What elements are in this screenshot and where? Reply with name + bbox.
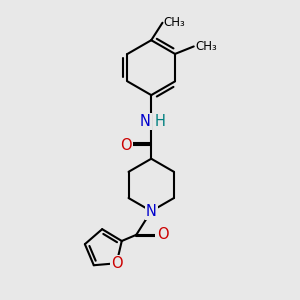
Text: N: N <box>146 204 157 219</box>
Text: CH₃: CH₃ <box>164 16 185 29</box>
Text: O: O <box>111 256 122 271</box>
Text: O: O <box>121 137 132 152</box>
Text: CH₃: CH₃ <box>195 40 217 53</box>
Text: N: N <box>140 114 150 129</box>
Text: O: O <box>157 227 168 242</box>
Text: H: H <box>154 114 165 129</box>
